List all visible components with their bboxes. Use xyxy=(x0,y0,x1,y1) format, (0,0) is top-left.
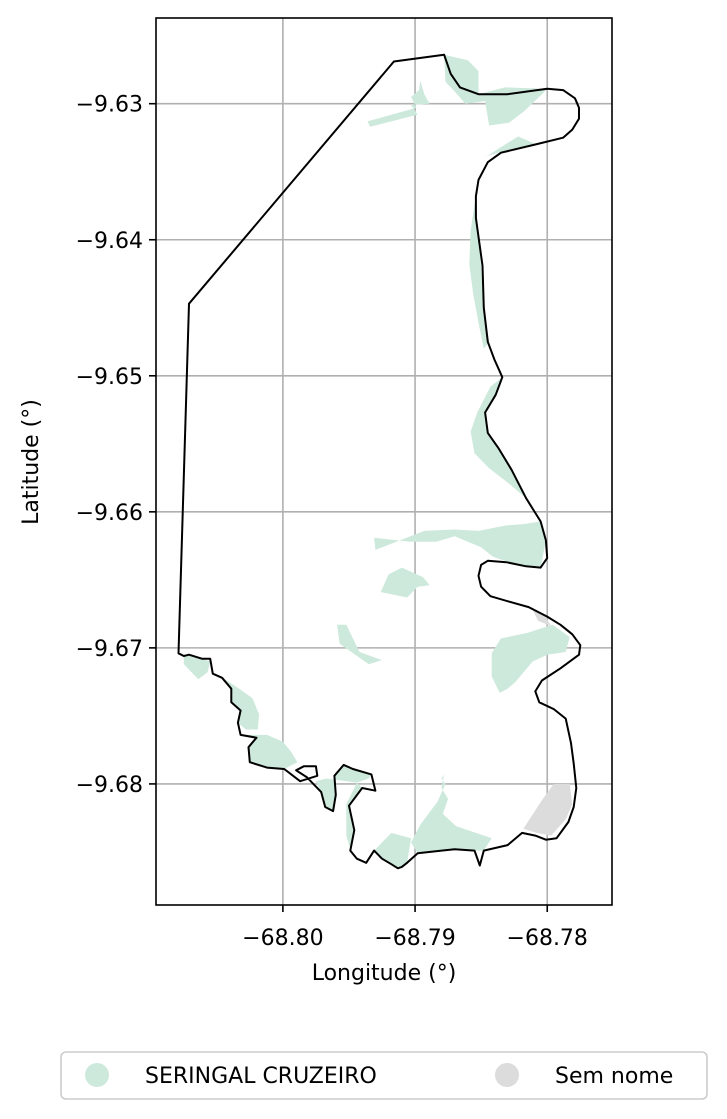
boundary-outline-group xyxy=(177,53,582,870)
legend-label-sem-nome: Sem nome xyxy=(555,1064,673,1089)
y-tick-label: −9.64 xyxy=(76,229,143,254)
sem-nome-region xyxy=(523,783,573,836)
plot-frame xyxy=(155,17,613,906)
y-axis-title: Latitude (°) xyxy=(19,399,44,525)
seringal-cruzeiro-region xyxy=(483,136,537,157)
seringal-cruzeiro-region xyxy=(367,80,430,127)
seringal-cruzeiro-region xyxy=(346,782,363,859)
seringal-cruzeiro-region xyxy=(183,654,211,680)
x-tick-label: −68.78 xyxy=(507,926,588,951)
x-axis-ticks: −68.80 −68.79 −68.78 xyxy=(242,905,588,951)
y-tick-label: −9.66 xyxy=(76,501,143,526)
legend: SERINGAL CRUZEIRO Sem nome xyxy=(60,1051,708,1100)
seringal-cruzeiro-region xyxy=(411,774,492,854)
seringal-cruzeiro-region xyxy=(240,734,298,769)
y-tick-label: −9.63 xyxy=(76,93,143,118)
gridlines xyxy=(156,18,612,905)
x-axis-title: Longitude (°) xyxy=(312,961,457,986)
seringal-cruzeiro-region xyxy=(337,624,382,665)
seringal-cruzeiro-areas xyxy=(183,54,570,869)
seringal-cruzeiro-region xyxy=(444,54,548,126)
y-tick-label: −9.67 xyxy=(76,637,143,662)
legend-label-seringal-cruzeiro: SERINGAL CRUZEIRO xyxy=(145,1064,377,1089)
y-tick-label: −9.68 xyxy=(76,773,143,798)
y-axis-ticks: −9.63 −9.64 −9.65 −9.66 −9.67 −9.68 xyxy=(76,93,156,798)
seringal-cruzeiro-region xyxy=(470,377,527,499)
legend-marker-seringal-cruzeiro xyxy=(85,1063,109,1087)
x-tick-label: −68.80 xyxy=(242,926,323,951)
seringal-cruzeiro-region xyxy=(374,521,546,568)
seringal-cruzeiro-region xyxy=(315,764,372,812)
y-tick-label: −9.65 xyxy=(76,365,143,390)
seringal-cruzeiro-region xyxy=(380,567,430,598)
seringal-cruzeiro-region xyxy=(491,624,570,693)
boundary-outline xyxy=(177,53,582,870)
legend-frame xyxy=(60,1051,708,1100)
legend-marker-sem-nome xyxy=(495,1063,519,1087)
x-tick-label: −68.79 xyxy=(374,926,455,951)
